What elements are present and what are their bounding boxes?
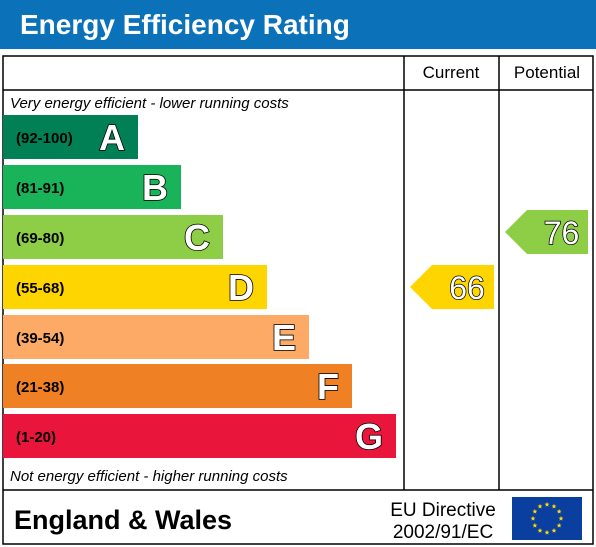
band-e-letter: E <box>272 317 296 358</box>
column-header-current: Current <box>423 63 480 82</box>
eu-star-icon <box>558 515 564 521</box>
eu-star-icon <box>551 528 557 533</box>
page-title: Energy Efficiency Rating <box>20 9 350 40</box>
eu-star-icon <box>544 501 550 507</box>
potential-rating-value: 76 <box>544 215 580 251</box>
band-a-bar <box>3 115 138 159</box>
band-c-bar <box>3 215 223 259</box>
band-b-range: (81-91) <box>16 180 64 197</box>
band-e-range: (39-54) <box>16 330 64 347</box>
band-f-bar <box>3 364 352 408</box>
band-f-letter: F <box>317 366 339 407</box>
bottom-note: Not energy efficient - higher running co… <box>10 468 288 485</box>
eu-star-icon <box>556 508 562 514</box>
band-d-letter: D <box>228 267 254 308</box>
rating-bands: (92-100) A (81-91) B (69-80) C (55-68) D (39-54)… <box>3 115 396 458</box>
eu-flag-icon <box>512 497 582 540</box>
band-g-letter: G <box>355 416 383 457</box>
eu-star-icon <box>530 515 536 521</box>
band-e-bar <box>3 315 309 359</box>
current-rating-arrow <box>410 265 494 309</box>
band-c-letter: C <box>184 217 210 258</box>
header-bar <box>0 0 596 49</box>
band-f-range: (21-38) <box>16 379 64 396</box>
band-g-range: (1-20) <box>16 429 56 446</box>
eu-star-icon <box>532 522 538 528</box>
region-label: England & Wales <box>14 505 232 535</box>
band-d-bar <box>3 265 267 309</box>
band-a-range: (92-100) <box>16 130 73 147</box>
eu-star-icon <box>556 522 562 528</box>
band-b-letter: B <box>142 167 168 208</box>
potential-rating-arrow <box>505 210 588 254</box>
eu-star-icon <box>544 529 550 535</box>
band-d-range: (55-68) <box>16 280 64 297</box>
band-g-bar <box>3 414 396 458</box>
current-rating-value: 66 <box>449 270 485 306</box>
eu-star-icon <box>537 503 543 509</box>
column-header-potential: Potential <box>514 63 580 82</box>
directive-line-1: EU Directive <box>390 500 496 521</box>
eu-star-icon <box>551 503 557 509</box>
top-note: Very energy efficient - lower running co… <box>10 95 289 112</box>
band-b-bar <box>3 165 181 209</box>
directive-line-2: 2002/91/EC <box>393 522 493 543</box>
band-c-range: (69-80) <box>16 230 64 247</box>
eu-star-icon <box>537 528 543 533</box>
eu-star-icon <box>532 508 538 514</box>
rating-indicators: 66 76 <box>410 210 588 309</box>
band-a-letter: A <box>99 117 125 158</box>
